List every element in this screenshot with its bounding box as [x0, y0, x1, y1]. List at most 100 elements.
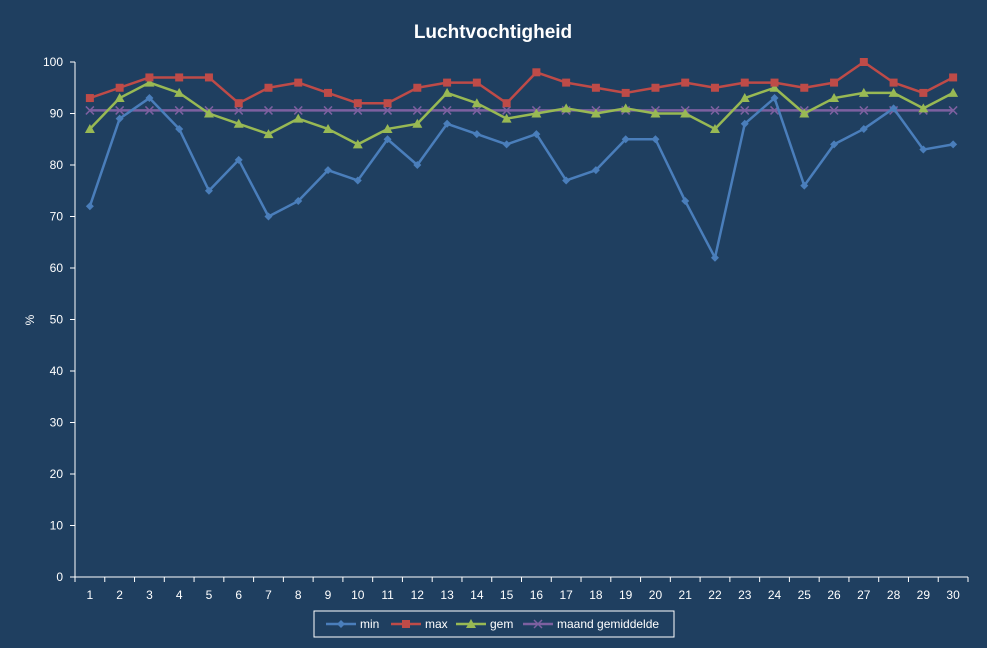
data-point-maand-gemiddelde [353, 105, 363, 115]
data-point-gem [263, 129, 274, 139]
data-point-gem [442, 87, 453, 97]
legend-label-gem: gem [490, 617, 513, 631]
data-point-gem [114, 93, 125, 103]
y-tick-label: 60 [50, 261, 64, 275]
data-point-maand-gemiddelde [174, 105, 184, 115]
x-tick-label: 24 [768, 588, 782, 602]
data-point-min [889, 104, 898, 113]
data-point-min [710, 253, 719, 262]
data-point-gem [174, 87, 185, 97]
x-tick-label: 8 [295, 588, 302, 602]
legend: min max gem maand gemiddelde [313, 610, 675, 638]
x-tick-label: 22 [708, 588, 722, 602]
y-tick-label: 40 [50, 364, 64, 378]
data-point-maand-gemiddelde [323, 105, 333, 115]
y-tick-label: 20 [50, 467, 64, 481]
x-tick-label: 14 [470, 588, 484, 602]
data-point-min [443, 119, 452, 128]
data-point-max [740, 78, 749, 87]
series-layer [84, 58, 959, 262]
data-point-min [502, 140, 511, 149]
y-tick-label: 90 [50, 107, 64, 121]
series-line-min [88, 96, 954, 259]
legend-marker-gem [466, 619, 476, 628]
data-point-min [919, 145, 928, 154]
x-tick-label: 6 [235, 588, 242, 602]
data-point-min [681, 197, 690, 206]
data-point-gem [323, 123, 334, 133]
data-point-gem [799, 108, 810, 118]
x-tick-label: 26 [827, 588, 841, 602]
data-point-min [383, 135, 392, 144]
data-point-gem [412, 118, 423, 128]
data-point-max [115, 83, 124, 92]
data-point-min [562, 176, 571, 185]
y-tick-label: 80 [50, 158, 64, 172]
data-point-gem [650, 108, 661, 118]
y-tick-label: 30 [50, 416, 64, 430]
data-point-max [85, 94, 94, 103]
data-point-min [204, 186, 213, 195]
data-point-min [532, 130, 541, 139]
data-point-min [859, 124, 868, 133]
x-tick-label: 20 [649, 588, 663, 602]
data-point-maand-gemiddelde [412, 105, 422, 115]
data-point-max [830, 78, 839, 87]
data-point-min [770, 94, 779, 103]
data-point-min [830, 140, 839, 149]
data-point-max [204, 73, 213, 82]
legend-marker-max [402, 620, 410, 628]
data-point-maand-gemiddelde [859, 105, 869, 115]
x-tick-label: 17 [559, 588, 573, 602]
x-tick-label: 7 [265, 588, 272, 602]
data-point-gem [858, 87, 869, 97]
y-tick-label: 10 [50, 519, 64, 533]
data-point-maand-gemiddelde [829, 105, 839, 115]
chart-title: Luchtvochtigheid [414, 22, 572, 43]
data-point-gem [620, 103, 631, 113]
data-point-gem [293, 113, 304, 123]
data-point-max [562, 78, 571, 87]
data-point-maand-gemiddelde [144, 105, 154, 115]
x-tick-label: 5 [206, 588, 213, 602]
legend-label-maand-gemiddelde: maand gemiddelde [557, 617, 659, 631]
series-gem [84, 77, 959, 149]
series-line-max [89, 60, 954, 105]
data-point-gem [769, 82, 780, 92]
data-point-gem [829, 93, 840, 103]
data-point-min [145, 94, 154, 103]
x-tick-label: 9 [325, 588, 332, 602]
data-point-max [770, 78, 779, 87]
data-point-gem [233, 118, 244, 128]
y-axis-label: % [23, 314, 37, 325]
data-point-max [383, 99, 392, 108]
x-tick-label: 21 [679, 588, 693, 602]
x-tick-label: 3 [146, 588, 153, 602]
series-maand-gemiddelde [85, 105, 958, 115]
legend-marker-min [337, 620, 345, 628]
data-point-max [234, 99, 243, 108]
data-point-maand-gemiddelde [115, 105, 125, 115]
data-point-max [859, 58, 868, 66]
data-point-max [145, 73, 154, 82]
data-point-maand-gemiddelde [472, 105, 482, 115]
data-point-maand-gemiddelde [85, 105, 95, 115]
data-point-min [651, 135, 660, 144]
data-point-max [413, 83, 422, 92]
x-tick-label: 4 [176, 588, 183, 602]
x-tick-label: 27 [857, 588, 871, 602]
data-point-max [889, 78, 898, 87]
data-point-min [413, 161, 422, 169]
data-point-max [264, 83, 273, 92]
data-point-max [949, 73, 958, 82]
data-point-max [175, 73, 184, 82]
data-point-gem [531, 108, 542, 118]
data-point-gem [144, 77, 155, 87]
data-point-min [472, 130, 481, 139]
data-point-maand-gemiddelde [740, 105, 750, 115]
x-tick-label: 19 [619, 588, 633, 602]
legend-box [313, 610, 675, 638]
